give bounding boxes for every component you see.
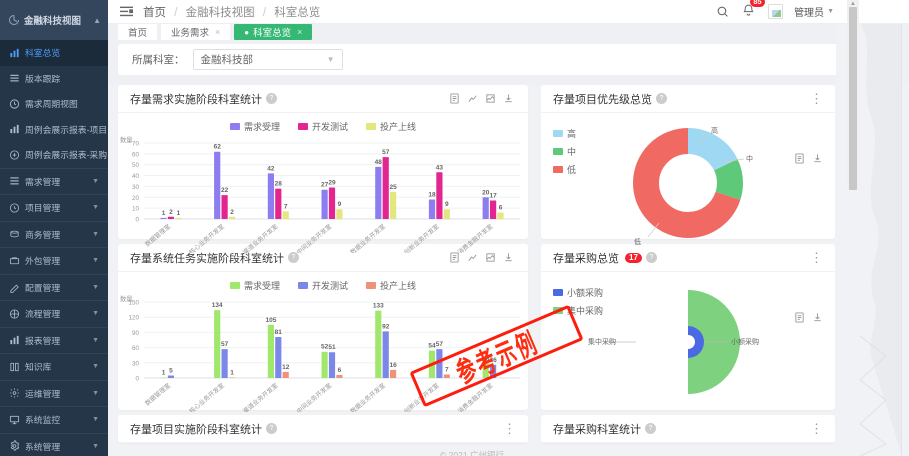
svg-text:20: 20 (132, 195, 140, 202)
svg-text:6: 6 (499, 205, 503, 212)
svg-text:小额采购: 小额采购 (731, 337, 759, 346)
svg-text:5: 5 (169, 368, 173, 375)
svg-text:9: 9 (338, 201, 342, 208)
svg-text:25: 25 (389, 184, 397, 191)
svg-text:7: 7 (445, 367, 449, 374)
svg-text:10: 10 (132, 206, 140, 213)
svg-text:57: 57 (221, 341, 229, 348)
svg-text:42: 42 (267, 165, 275, 172)
svg-text:12: 12 (282, 364, 290, 371)
svg-text:43: 43 (436, 164, 444, 171)
svg-text:18: 18 (428, 192, 436, 199)
svg-text:57: 57 (382, 149, 390, 156)
svg-text:30: 30 (132, 360, 140, 367)
svg-text:中: 中 (746, 154, 753, 163)
svg-text:2: 2 (169, 209, 173, 216)
svg-text:81: 81 (275, 329, 283, 336)
svg-text:26: 26 (489, 357, 497, 364)
svg-text:6: 6 (338, 367, 342, 374)
svg-text:数据业务开发室: 数据业务开发室 (349, 381, 387, 412)
svg-text:高: 高 (711, 126, 718, 135)
svg-text:90: 90 (132, 330, 140, 337)
svg-text:105: 105 (265, 317, 276, 324)
svg-text:1: 1 (162, 210, 166, 217)
svg-text:62: 62 (214, 144, 222, 151)
svg-text:数量: 数量 (120, 294, 133, 303)
svg-text:集中采购: 集中采购 (588, 337, 616, 346)
svg-text:17: 17 (489, 193, 497, 200)
svg-text:16: 16 (389, 362, 397, 369)
svg-text:70: 70 (132, 141, 140, 148)
svg-text:28: 28 (275, 181, 283, 188)
svg-text:50: 50 (132, 162, 140, 169)
svg-text:60: 60 (132, 345, 140, 352)
svg-text:120: 120 (128, 315, 139, 322)
svg-text:1: 1 (230, 370, 234, 377)
svg-text:9: 9 (445, 201, 449, 208)
svg-text:0: 0 (135, 217, 139, 224)
svg-text:22: 22 (221, 187, 229, 194)
svg-text:57: 57 (436, 341, 444, 348)
svg-text:48: 48 (375, 159, 383, 166)
svg-text:92: 92 (382, 323, 390, 330)
svg-text:数量: 数量 (120, 135, 133, 144)
svg-text:30: 30 (132, 184, 140, 191)
svg-text:核心业务开发室: 核心业务开发室 (188, 381, 226, 412)
svg-text:渠道业务开发室: 渠道业务开发室 (241, 381, 279, 412)
svg-text:消费金融开发室: 消费金融开发室 (456, 381, 494, 412)
svg-text:数据管理室: 数据管理室 (143, 381, 172, 407)
svg-text:134: 134 (212, 302, 223, 309)
svg-text:2: 2 (230, 209, 234, 216)
svg-text:40: 40 (132, 173, 140, 180)
svg-text:7: 7 (284, 203, 288, 210)
svg-text:133: 133 (373, 303, 384, 310)
svg-text:1: 1 (176, 210, 180, 217)
svg-text:0: 0 (135, 376, 139, 383)
svg-text:创新业务开发室: 创新业务开发室 (402, 381, 440, 412)
svg-text:51: 51 (328, 344, 336, 351)
svg-text:1: 1 (162, 370, 166, 377)
svg-text:中间业务开发室: 中间业务开发室 (295, 381, 333, 412)
svg-text:60: 60 (132, 151, 140, 158)
svg-text:29: 29 (328, 180, 336, 187)
